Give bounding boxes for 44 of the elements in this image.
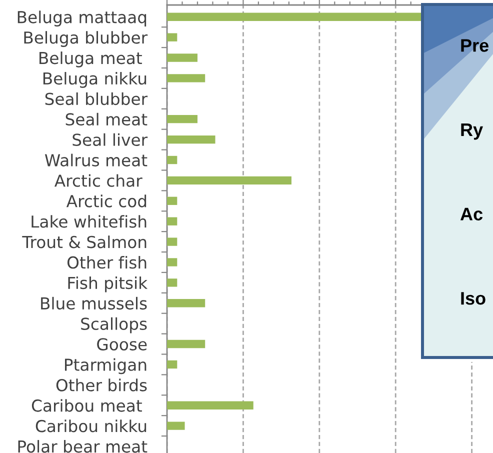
bar: [167, 278, 178, 287]
y-tick-label: Arctic char: [54, 174, 142, 187]
bar: [167, 217, 178, 226]
bar: [167, 422, 185, 430]
y-tick-label: Blue mussels: [41, 296, 147, 310]
y-tick-label: Ptarmigan: [65, 358, 146, 374]
y-tick-label: Beluga mattaaq: [18, 10, 146, 26]
bar: [167, 74, 206, 82]
bar: [167, 54, 198, 62]
y-tick-label: Caribou nikku: [36, 420, 146, 432]
y-tick-label: Trout & Salmon: [22, 236, 146, 248]
text: Iso: [461, 292, 486, 305]
y-tick-label: Seal liver: [72, 133, 148, 146]
bar: [167, 135, 216, 144]
y-tick-label: Goose: [97, 338, 147, 350]
y-tick-label: Seal meat: [66, 112, 148, 126]
bar: [167, 115, 198, 124]
y-tick-label: Other birds: [56, 378, 147, 392]
y-tick-label: Polar bear meat: [18, 440, 148, 453]
y-tick-label: Fish pitsik: [68, 276, 148, 292]
bar: [167, 196, 178, 205]
text: Ry: [461, 124, 483, 140]
y-tick-label: Beluga nikku: [43, 72, 146, 88]
bar: [167, 299, 206, 308]
text: Pre: [461, 39, 488, 52]
y-tick-label: Beluga blubber: [24, 31, 148, 47]
y-tick-label: Caribou meat: [32, 399, 142, 412]
bar: [167, 340, 206, 348]
bar: [167, 33, 178, 42]
bar: [167, 401, 254, 410]
y-tick-label: Arctic cod: [66, 194, 146, 208]
bar: [167, 360, 178, 369]
y-tick-label: Walrus meat: [44, 154, 148, 166]
bar: [167, 238, 178, 246]
bar: [167, 12, 421, 21]
y-tick-label: Other fish: [67, 256, 146, 269]
bar: [167, 258, 178, 266]
y-tick-label: Lake whitefish: [32, 215, 146, 228]
bar: [167, 176, 292, 185]
bar: [167, 156, 178, 164]
y-tick-label: Scallops: [81, 317, 147, 334]
text: Ac: [460, 208, 483, 220]
y-tick-label: Seal blubber: [45, 92, 148, 106]
y-tick-label: Beluga meat: [40, 52, 142, 68]
